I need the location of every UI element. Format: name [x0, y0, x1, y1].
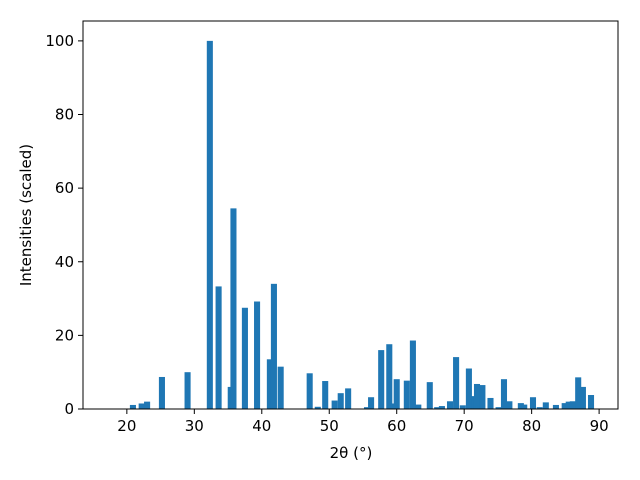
bar: [552, 404, 559, 409]
bar: [479, 385, 486, 409]
bar: [487, 397, 494, 409]
x-tick-label: 60: [387, 417, 406, 435]
bar: [306, 373, 313, 409]
y-tick-label: 60: [55, 179, 74, 197]
bar: [254, 301, 261, 409]
bar: [521, 404, 528, 409]
plot-frame: [82, 20, 619, 410]
bar: [536, 407, 543, 409]
y-tick-label: 100: [45, 32, 74, 50]
bar: [434, 407, 441, 409]
bar: [500, 379, 508, 409]
x-tick-label: 20: [117, 417, 136, 435]
bar: [368, 397, 375, 409]
bar: [415, 404, 422, 409]
bar: [517, 403, 524, 409]
bar: [459, 405, 466, 409]
x-tick-label: 50: [320, 417, 339, 435]
y-axis-label: Intensities (scaled): [17, 144, 35, 286]
y-tick-label: 0: [64, 400, 74, 418]
bar: [270, 283, 277, 409]
bar: [230, 208, 237, 409]
bar: [409, 340, 416, 409]
bar: [465, 368, 472, 409]
x-tick-label: 40: [252, 417, 271, 435]
bar: [438, 406, 445, 409]
bar: [322, 381, 329, 409]
bar: [390, 403, 397, 409]
bar: [569, 401, 576, 409]
bar: [575, 377, 582, 409]
bar: [446, 401, 454, 409]
bar: [158, 376, 165, 409]
bar: [363, 407, 371, 409]
bar: [542, 402, 549, 409]
bar: [473, 383, 481, 409]
bar: [241, 307, 248, 409]
bar: [529, 397, 537, 409]
x-tick-label: 70: [455, 417, 474, 435]
y-tick-label: 40: [55, 253, 74, 271]
bar: [579, 386, 586, 409]
bar: [144, 401, 151, 409]
bar: [184, 372, 191, 409]
bar: [587, 395, 595, 409]
x-tick-label: 30: [185, 417, 204, 435]
bar: [206, 40, 213, 409]
bar: [314, 406, 321, 409]
bar: [129, 404, 136, 409]
x-tick-label: 90: [590, 417, 609, 435]
bar: [386, 344, 393, 409]
bar: [393, 379, 400, 409]
bar: [337, 393, 344, 409]
bar: [215, 286, 222, 409]
y-tick-label: 80: [55, 106, 74, 124]
bar: [561, 403, 568, 409]
bar: [565, 401, 572, 409]
bar: [506, 401, 513, 409]
x-tick-label: 80: [522, 417, 541, 435]
x-axis-label: 2θ (°): [330, 444, 373, 462]
bar: [277, 366, 284, 409]
bar: [266, 359, 273, 409]
bar: [138, 403, 145, 409]
bar: [345, 388, 352, 409]
bar: [403, 380, 410, 409]
bar: [453, 357, 460, 409]
bar: [378, 350, 385, 409]
bar: [426, 382, 433, 409]
bar: [495, 407, 502, 409]
bar: [331, 400, 338, 409]
y-tick-label: 20: [55, 326, 74, 344]
